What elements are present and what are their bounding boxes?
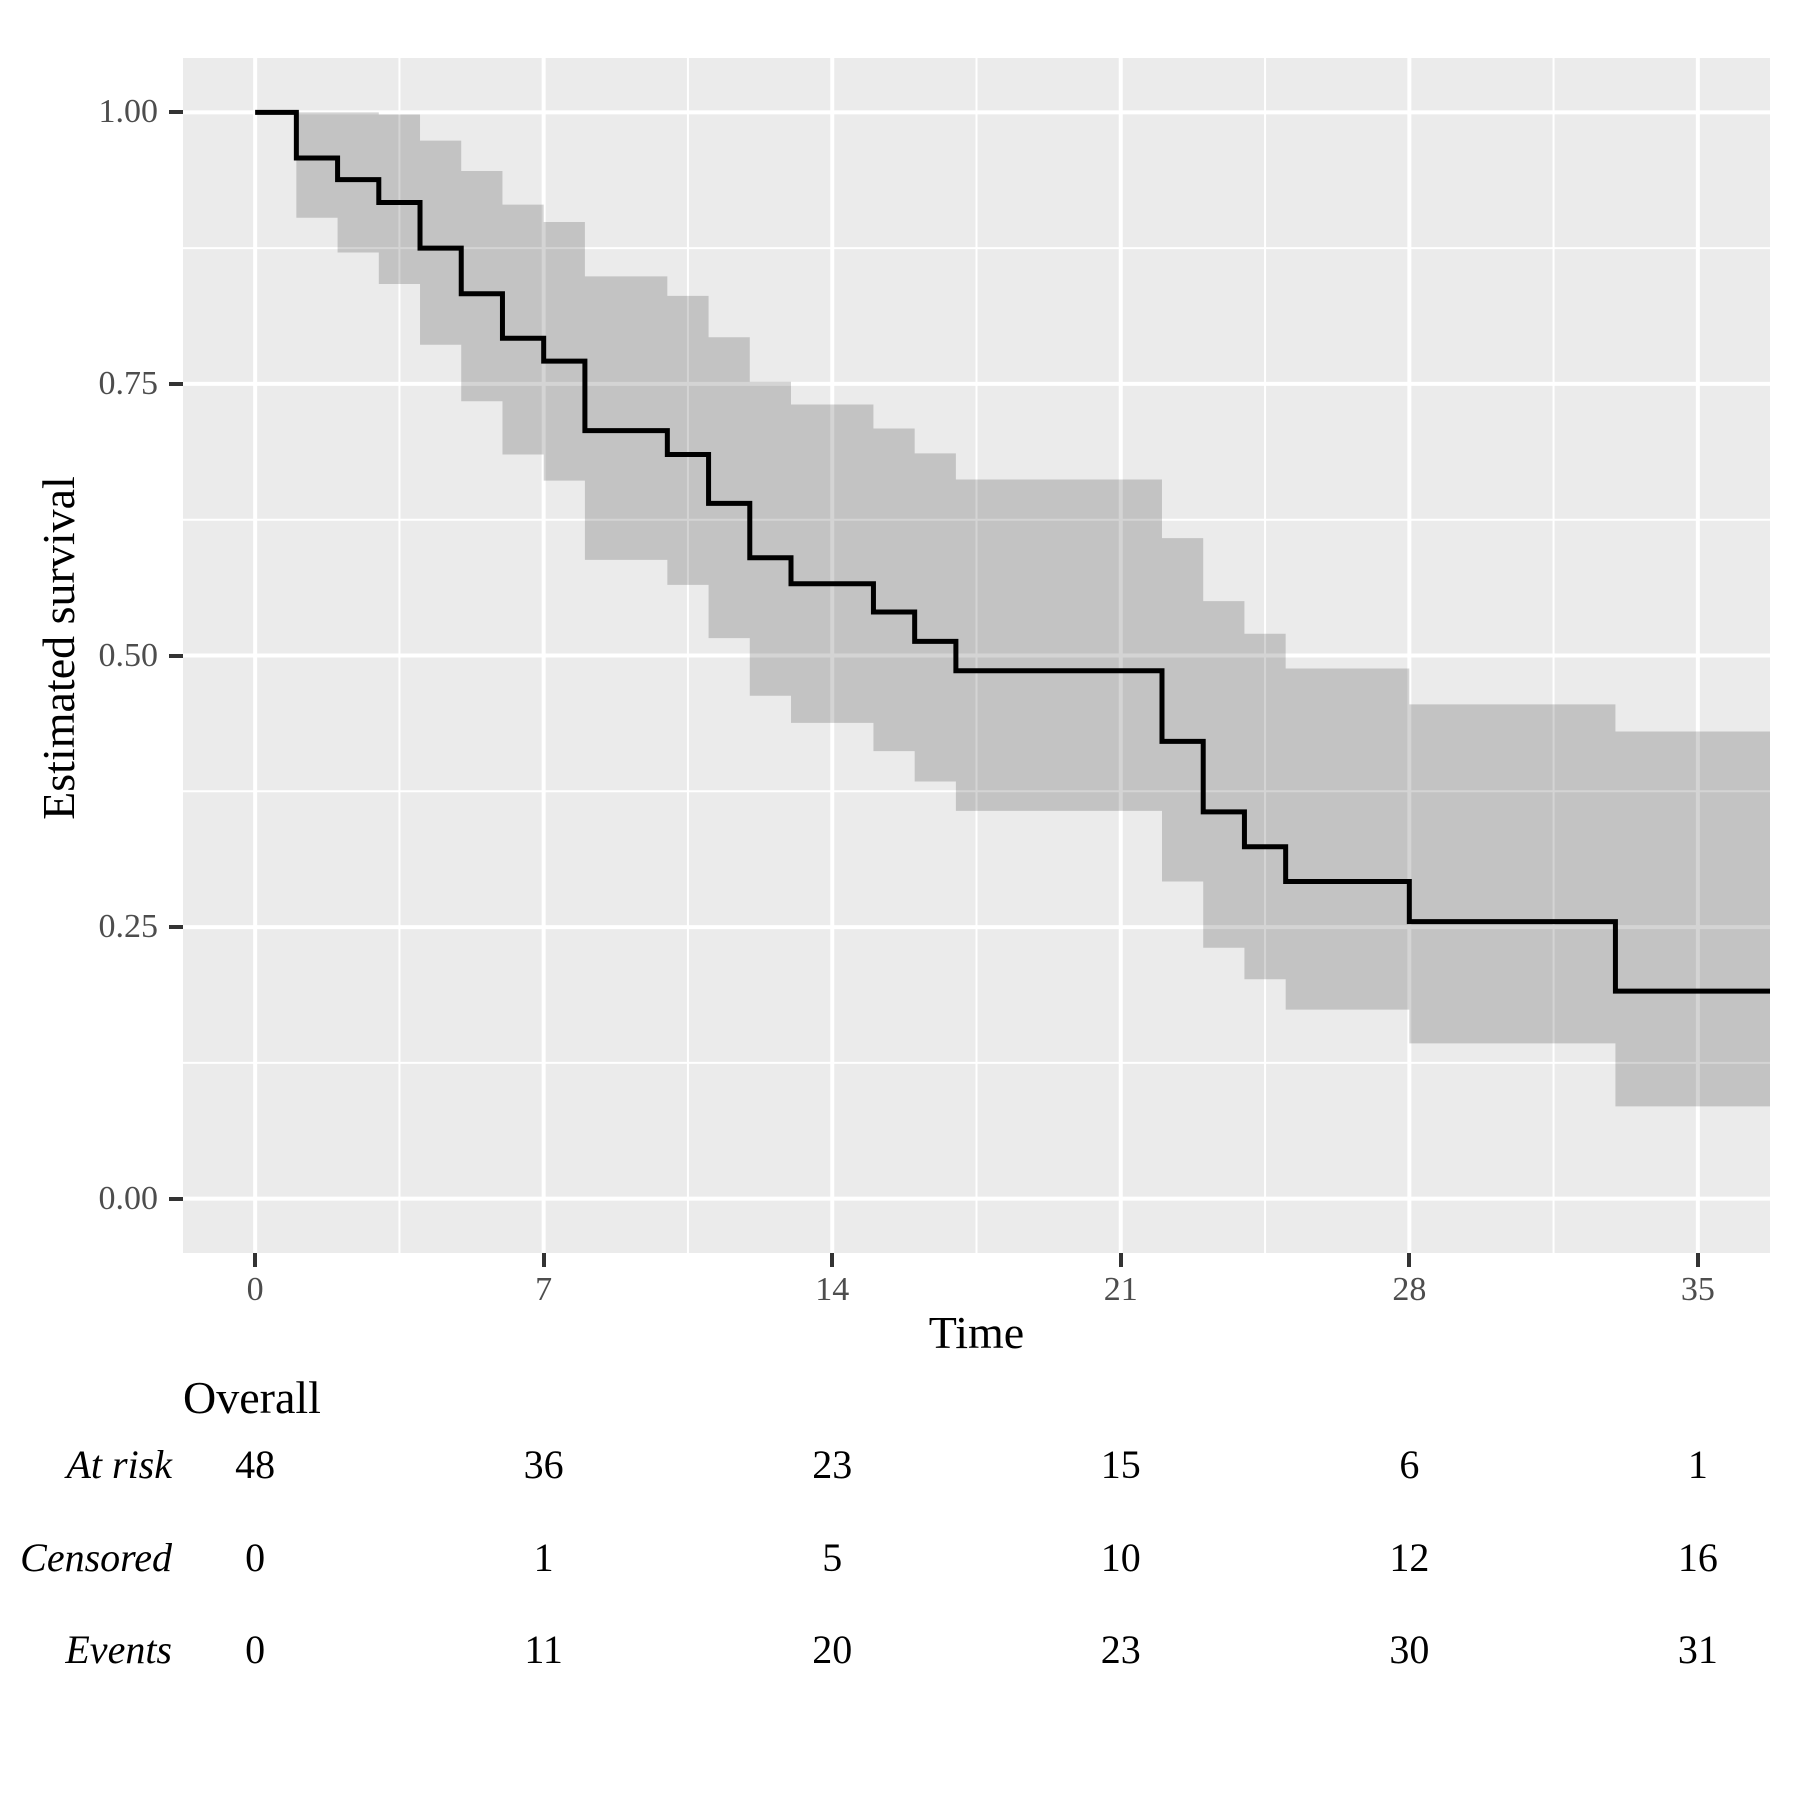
x-tick-label: 21 [1103, 1271, 1138, 1308]
risk-value: 23 [812, 1442, 853, 1487]
risk-value: 6 [1399, 1442, 1420, 1487]
x-tick-mark [830, 1253, 835, 1267]
y-tick-label: 0.25 [98, 908, 159, 946]
x-tick-label: 28 [1392, 1271, 1427, 1308]
y-tick-label: 0.75 [98, 364, 159, 402]
risk-value: 10 [1100, 1535, 1141, 1580]
x-tick-mark [541, 1253, 546, 1267]
y-tick-mark [169, 925, 183, 930]
x-tick-label: 14 [815, 1271, 850, 1308]
y-tick-mark [169, 653, 183, 658]
risk-table-title: Overall [183, 1372, 321, 1423]
risk-row-label: Censored [20, 1535, 172, 1580]
x-tick-label: 35 [1680, 1271, 1715, 1308]
risk-row-label: Events [65, 1627, 172, 1672]
y-tick-mark [169, 1196, 183, 1201]
risk-value: 36 [523, 1442, 564, 1487]
risk-value: 1 [1687, 1442, 1708, 1487]
km-plot-svg [183, 58, 1770, 1253]
risk-value: 5 [822, 1535, 843, 1580]
x-tick-mark [1407, 1253, 1412, 1267]
x-tick-label: 0 [246, 1271, 264, 1308]
risk-value: 1 [533, 1535, 554, 1580]
y-tick-label: 1.00 [98, 93, 159, 131]
risk-value: 15 [1100, 1442, 1141, 1487]
risk-value: 20 [812, 1627, 853, 1672]
confidence-band [296, 112, 1770, 1107]
risk-value: 11 [524, 1627, 563, 1672]
x-tick-label: 7 [535, 1271, 553, 1308]
y-tick-label: 0.00 [98, 1179, 159, 1217]
risk-value: 16 [1677, 1535, 1718, 1580]
x-tick-mark [1118, 1253, 1123, 1267]
y-tick-label: 0.50 [98, 636, 159, 674]
risk-row-label: At risk [66, 1442, 172, 1487]
y-tick-mark [169, 110, 183, 115]
risk-value: 0 [245, 1627, 266, 1672]
risk-value: 23 [1100, 1627, 1141, 1672]
x-axis-title: Time [928, 1307, 1025, 1358]
y-tick-mark [169, 381, 183, 386]
risk-value: 12 [1389, 1535, 1430, 1580]
risk-value: 30 [1389, 1627, 1430, 1672]
risk-value: 31 [1677, 1627, 1718, 1672]
risk-value: 48 [235, 1442, 276, 1487]
survival-step-line [255, 109, 1770, 994]
x-tick-mark [253, 1253, 258, 1267]
risk-value: 0 [245, 1535, 266, 1580]
x-tick-mark [1695, 1253, 1700, 1267]
